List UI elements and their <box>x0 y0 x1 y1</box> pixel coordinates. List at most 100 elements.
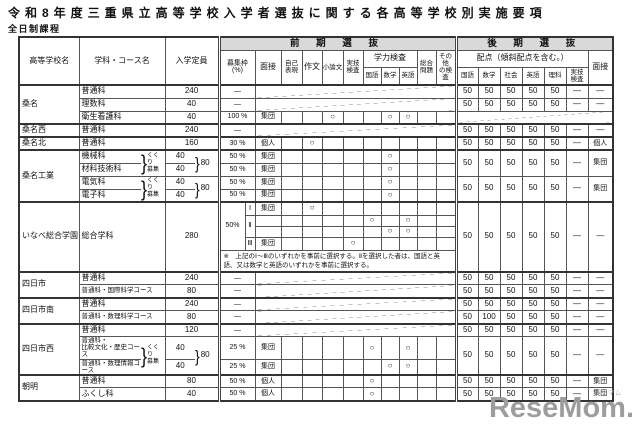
quota-percent: 50 % <box>217 373 256 389</box>
capacity: 40 <box>164 188 195 203</box>
school-name: いなべ総合学園 <box>18 201 80 273</box>
quota-percent: — <box>217 84 256 99</box>
score-kokugo: 50 <box>454 84 479 99</box>
score-eigo: 50 <box>521 136 545 151</box>
capacity-total: 80 <box>200 183 210 193</box>
mark-cell <box>398 201 418 216</box>
mark-cell <box>435 110 457 125</box>
mark-sugaku: ○ <box>380 358 400 376</box>
pattern-label: Ⅱ <box>244 214 256 238</box>
score-rika: 50 <box>543 123 567 138</box>
score-jitsugi: — <box>565 84 589 99</box>
table-row: 材料技術科 40 50 % 集団 ○ <box>19 162 613 177</box>
mark-cell <box>362 225 382 238</box>
kukuri-label: くくり 募集 <box>147 178 160 199</box>
mark-cell <box>321 373 344 389</box>
score-rika: 50 <box>543 84 567 99</box>
score-mensetsu: — <box>587 201 614 273</box>
kukuri-brace: } くくり 募集 <box>141 336 166 376</box>
mark-cell <box>435 373 457 389</box>
mark-cell <box>342 188 364 203</box>
quota-percent: 50 % <box>217 188 256 203</box>
score-shakai: 50 <box>499 373 523 389</box>
course-name: 普通科 <box>78 84 166 99</box>
table-row: いなべ総合学園 総合学科 280 50% Ⅰ 集団 ○ 50 50 50 50 … <box>18 201 614 273</box>
mark-cell <box>398 175 418 190</box>
mark-cell <box>280 188 303 203</box>
score-rika: 50 <box>543 201 567 273</box>
score-shakai: 50 <box>499 270 523 286</box>
mark-cell <box>342 162 364 177</box>
mark-cell <box>280 149 303 164</box>
score-mensetsu: — <box>587 84 614 99</box>
mark-cell <box>435 358 457 376</box>
score-shakai: 50 <box>499 336 523 376</box>
header-capacity: 入学定員 <box>164 36 220 86</box>
mark-cell <box>435 214 457 227</box>
score-sugaku: 100 <box>477 310 501 325</box>
mark-cell <box>342 201 364 216</box>
mark-cell <box>398 387 418 402</box>
mark-cell <box>362 136 382 151</box>
header-subjects-row: 国語 数学 英語 国語 数学 社会 英語 理科 実技 検査 <box>19 66 613 86</box>
header-kokugo: 国語 <box>362 66 382 86</box>
no-zenki-slash <box>254 284 457 299</box>
score-sugaku: 50 <box>477 270 501 286</box>
mark-cell <box>416 175 437 190</box>
score-jitsugi: — <box>565 336 589 376</box>
header-kouki-band: 後 期 選 抜 <box>454 36 614 51</box>
mark-cell <box>321 188 344 203</box>
mark-cell <box>435 188 457 203</box>
mark-cell <box>342 149 364 164</box>
header-haiten: 配点（傾斜配点を含む。） <box>454 49 589 68</box>
mark-mensetsu: 集団 <box>254 188 282 203</box>
mark-cell <box>301 387 323 402</box>
score-rika: 50 <box>543 175 567 203</box>
score-jitsugi: — <box>565 284 589 299</box>
score-eigo: 50 <box>521 336 545 376</box>
mark-cell <box>301 373 323 389</box>
capacity: 240 <box>164 84 220 99</box>
mark-cell <box>435 387 457 402</box>
mark-cell <box>301 188 323 203</box>
header-eigo: 英語 <box>398 66 418 86</box>
capacity: 40 <box>164 110 220 125</box>
capacity: 160 <box>164 136 220 151</box>
score-rika: 50 <box>543 149 567 177</box>
course-name: 普通科 <box>78 136 166 151</box>
score-shakai: 50 <box>499 201 523 273</box>
score-rika: 50 <box>543 284 567 299</box>
mark-sugaku: ○ <box>380 175 400 190</box>
quota-percent: 100 % <box>217 110 256 125</box>
table-row: 普通科・数理科学コース 80 — 50 100 50 50 50 — — <box>19 310 614 325</box>
mark-cell <box>398 136 418 151</box>
watermark-text: ReseMom. <box>488 392 634 424</box>
score-rika: 50 <box>543 310 567 325</box>
course-name: 総合学科 <box>78 201 166 273</box>
resemom-watermark: リセマム ReseMom. <box>489 388 634 423</box>
header-row: 募集枠 (%) 面接 自己 表現 作文 小論文 実技 検査 学力検査 総合 問題… <box>19 49 614 86</box>
score-sugaku: 50 <box>477 123 501 138</box>
capacity: 240 <box>164 296 220 312</box>
kukuri-label: くくり 募集 <box>147 345 160 365</box>
table-row: 電気科 } くくり 募集 40 } 80 50 % 集団 ○ 50 50 50 50… <box>19 175 614 203</box>
mark-cell <box>380 201 400 216</box>
score-eigo: 50 <box>521 373 545 389</box>
mark-cell <box>280 373 303 389</box>
score-mensetsu: 集団 <box>587 387 614 402</box>
mark-mensetsu: 集団 <box>254 236 282 251</box>
mark-cell <box>362 149 382 164</box>
score-kokugo: 50 <box>454 387 479 402</box>
table-row: ※ 上記のⅠ～Ⅲのいずれかを事前に選択する。Ⅱを選択した者は、国語と英語、又は数… <box>19 249 613 273</box>
mark-cell <box>254 214 282 227</box>
mark-cell <box>398 373 418 389</box>
score-kokugo: 50 <box>454 175 479 203</box>
school-name: 四日市 <box>18 270 80 299</box>
table-row: ふくし科 40 50 % 個人 ○ 50 50 50 50 50 — 集団 <box>19 387 614 402</box>
quota-percent: — <box>217 284 256 299</box>
score-shakai: 50 <box>499 149 523 177</box>
mark-cell <box>416 387 437 402</box>
no-zenki-slash <box>254 322 457 338</box>
score-jitsugi: — <box>565 136 589 151</box>
score-rika: 50 <box>543 373 567 389</box>
